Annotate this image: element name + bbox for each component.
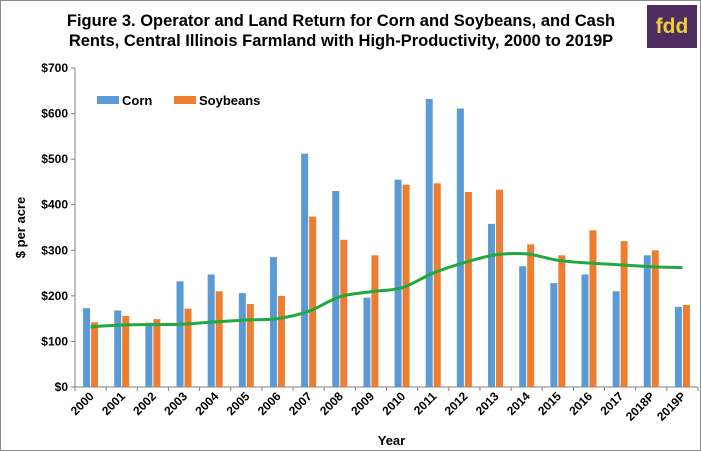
x-tick-label: 2019P xyxy=(654,389,688,423)
rent-line xyxy=(90,251,683,329)
y-tick-label: $600 xyxy=(41,107,68,121)
bar-corn-2003 xyxy=(176,281,184,387)
bar-soybeans-2013 xyxy=(496,189,504,387)
bar-corn-2013 xyxy=(488,223,496,387)
bar-soybeans-2015 xyxy=(558,255,566,387)
bar-soybeans-2018p xyxy=(651,250,659,387)
legend-swatch-soybeans xyxy=(174,96,196,104)
x-tick-label: 2015 xyxy=(535,389,564,418)
y-axis-title: $ per acre xyxy=(13,197,28,258)
fdd-logo: fdd xyxy=(647,5,697,48)
bar-soybeans-2012 xyxy=(464,191,472,387)
bar-soybeans-2011 xyxy=(433,183,441,387)
x-tick-label: 2007 xyxy=(286,389,315,418)
bar-soybeans-2017 xyxy=(620,241,628,387)
legend-swatch-corn xyxy=(97,96,119,104)
x-tick-label: 2003 xyxy=(161,389,190,418)
bar-soybeans-2016 xyxy=(589,230,597,387)
x-tick-label: 2005 xyxy=(224,389,253,418)
x-tick-label: 2006 xyxy=(255,389,284,418)
bar-corn-2008 xyxy=(332,191,340,387)
bar-corn-2014 xyxy=(519,266,527,387)
bar-corn-2019p xyxy=(674,306,682,387)
bar-corn-2016 xyxy=(581,274,589,387)
y-tick-label: $200 xyxy=(41,289,68,303)
legend: Corn Soybeans xyxy=(97,93,260,108)
bar-corn-2015 xyxy=(550,283,558,387)
bar-soybeans-2007 xyxy=(309,216,317,387)
legend-label-soybeans: Soybeans xyxy=(199,93,260,108)
x-tick-label: 2011 xyxy=(411,389,440,418)
bar-corn-2000 xyxy=(83,308,91,387)
bar-soybeans-2004 xyxy=(215,291,223,387)
x-tick-label: 2002 xyxy=(130,389,159,418)
bar-soybeans-2005 xyxy=(246,304,254,387)
y-tick-label: $400 xyxy=(41,198,68,212)
bar-corn-2018p xyxy=(643,255,651,387)
bar-corn-2006 xyxy=(269,257,277,387)
y-tick-label: $300 xyxy=(41,243,68,257)
x-tick-label: 2016 xyxy=(566,389,595,418)
y-tick-label: $500 xyxy=(41,152,68,166)
x-tick-label: 2010 xyxy=(379,389,408,418)
bar-soybeans-2009 xyxy=(371,255,379,387)
x-tick-label: 2012 xyxy=(442,389,471,418)
chart-title-line-1: Figure 3. Operator and Land Return for C… xyxy=(66,12,616,30)
bar-corn-2012 xyxy=(456,108,464,388)
x-tick-label: 2001 xyxy=(99,389,128,418)
chart-title-line-2: Rents, Central Illinois Farmland with Hi… xyxy=(68,32,614,50)
x-tick-label: 2000 xyxy=(68,389,97,418)
bar-soybeans-2008 xyxy=(340,239,348,387)
bars xyxy=(83,98,690,388)
bar-soybeans-2001 xyxy=(122,315,130,387)
bar-soybeans-2003 xyxy=(184,308,192,387)
x-axis-title: Year xyxy=(378,433,405,448)
bar-soybeans-2006 xyxy=(277,295,285,387)
x-tick-label: 2018P xyxy=(623,389,657,423)
bar-corn-2011 xyxy=(425,98,433,387)
x-tick-label: 2004 xyxy=(193,389,222,418)
bar-corn-2001 xyxy=(114,310,122,387)
bar-corn-2005 xyxy=(238,293,246,387)
bar-corn-2017 xyxy=(612,291,620,387)
bar-corn-2004 xyxy=(207,274,215,387)
bar-soybeans-2014 xyxy=(527,244,535,387)
bar-corn-2007 xyxy=(301,153,309,387)
legend-label-corn: Corn xyxy=(122,93,152,108)
bar-corn-2009 xyxy=(363,297,371,387)
y-tick-label: $100 xyxy=(41,334,68,348)
bar-soybeans-2002 xyxy=(153,319,161,387)
x-tick-label: 2008 xyxy=(317,389,346,418)
y-tick-label: $0 xyxy=(55,380,69,394)
y-tick-label: $700 xyxy=(41,61,68,75)
bar-soybeans-2000 xyxy=(91,322,99,387)
cash-rent-line xyxy=(90,251,683,329)
x-tick-label: 2013 xyxy=(473,389,502,418)
bar-soybeans-2019p xyxy=(682,304,690,387)
bar-corn-2002 xyxy=(145,322,153,387)
chart-title: Figure 3. Operator and Land Return for C… xyxy=(41,11,641,51)
x-tick-label: 2014 xyxy=(504,389,533,418)
x-tick-label: 2009 xyxy=(348,389,377,418)
bar-corn-2010 xyxy=(394,179,402,387)
